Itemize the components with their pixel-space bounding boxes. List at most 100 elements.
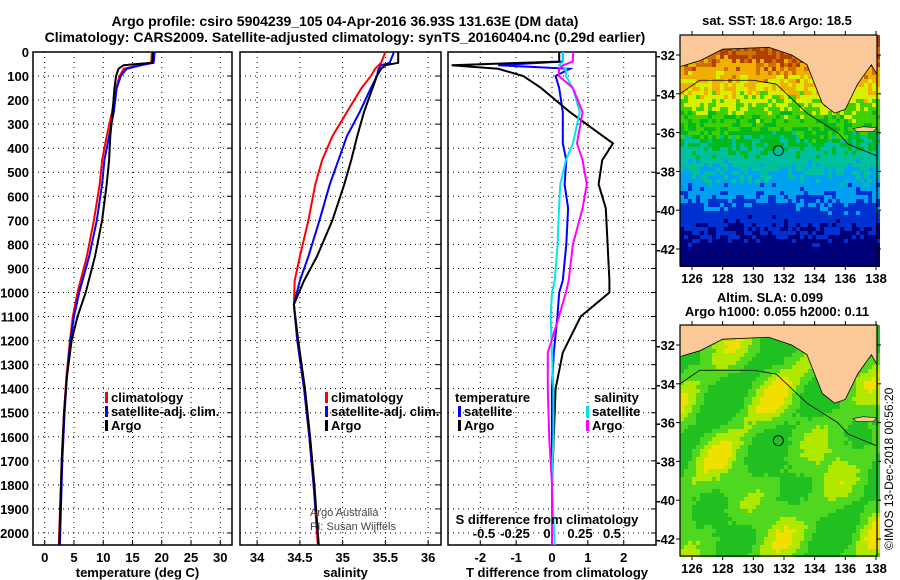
map-cell (764, 243, 768, 247)
map-cell (704, 91, 708, 95)
map-cell (736, 131, 740, 135)
map-cell (776, 111, 780, 115)
map-cell (680, 469, 684, 473)
map-cell (724, 175, 728, 179)
map-cell (848, 425, 852, 429)
map-cell (804, 465, 808, 469)
map-cell (748, 341, 752, 345)
map-cell (752, 111, 756, 115)
map-cell (728, 131, 732, 135)
map-cell (688, 457, 692, 461)
map-cell (788, 167, 792, 171)
s-axis-label: S difference from climatology (456, 512, 640, 527)
map-cell (792, 401, 796, 405)
map-cell (700, 147, 704, 151)
map-cell (700, 203, 704, 207)
map-cell (736, 139, 740, 143)
map-cell (752, 361, 756, 365)
map-cell (860, 135, 864, 139)
map-cell (840, 195, 844, 199)
map-cell (792, 119, 796, 123)
map-cell (860, 457, 864, 461)
map-cell (688, 91, 692, 95)
map-cell (760, 119, 764, 123)
map-cell (704, 227, 708, 231)
map-cell (796, 131, 800, 135)
map-cell (840, 175, 844, 179)
map-cell (708, 163, 712, 167)
map-cell (708, 397, 712, 401)
map-cell (836, 227, 840, 231)
map-cell (744, 103, 748, 107)
map-cell (764, 345, 768, 349)
map-cell (804, 389, 808, 393)
map-cell (780, 389, 784, 393)
map-cell (832, 405, 836, 409)
x-axis-label: T difference from climatology (466, 565, 649, 580)
map-cell (708, 211, 712, 215)
map-cell (832, 413, 836, 417)
map-cell (800, 251, 804, 255)
map-cell (724, 349, 728, 353)
map-cell (720, 345, 724, 349)
map-cell (792, 91, 796, 95)
map-cell (832, 115, 836, 119)
map-cell (864, 99, 868, 103)
map-cell (704, 389, 708, 393)
map-cell (716, 111, 720, 115)
map-cell (824, 163, 828, 167)
map-cell (832, 453, 836, 457)
map-cell (868, 251, 872, 255)
map-cell (736, 119, 740, 123)
map-cell (852, 381, 856, 385)
map-cell (704, 263, 708, 267)
map-cell (688, 79, 692, 83)
map-cell (876, 239, 880, 243)
map-cell (816, 175, 820, 179)
map-cell (692, 219, 696, 223)
map-cell (772, 353, 776, 357)
map-cell (796, 75, 800, 79)
map-cell (736, 373, 740, 377)
map-cell (832, 461, 836, 465)
map-cell (848, 155, 852, 159)
map-cell (692, 111, 696, 115)
map-cell (732, 123, 736, 127)
map-cell (748, 461, 752, 465)
map-cell (732, 389, 736, 393)
map-cell (748, 389, 752, 393)
map-cell (720, 227, 724, 231)
map-cell (684, 163, 688, 167)
map-cell (696, 469, 700, 473)
y-tick-label: 1900 (0, 502, 29, 517)
map-cell (776, 207, 780, 211)
map-cell (756, 195, 760, 199)
map-cell (796, 215, 800, 219)
map-cell (708, 191, 712, 195)
map-cell (784, 251, 788, 255)
map-cell (824, 199, 828, 203)
map-cell (744, 405, 748, 409)
map-cell (720, 469, 724, 473)
map-cell (860, 175, 864, 179)
map-cell (700, 385, 704, 389)
map-cell (820, 159, 824, 163)
map-cell (840, 139, 844, 143)
map-cell (808, 397, 812, 401)
map-cell (812, 413, 816, 417)
map-cell (784, 195, 788, 199)
map-cell (796, 115, 800, 119)
map-cell (712, 95, 716, 99)
map-cell (744, 457, 748, 461)
map-cell (708, 413, 712, 417)
map-cell (804, 83, 808, 87)
map-cell (820, 433, 824, 437)
map-cell (756, 119, 760, 123)
map-cell (712, 139, 716, 143)
map-cell (700, 135, 704, 139)
map-cell (792, 183, 796, 187)
map-cell (716, 123, 720, 127)
map-cell (760, 163, 764, 167)
map-cell (736, 429, 740, 433)
map-cell (692, 409, 696, 413)
